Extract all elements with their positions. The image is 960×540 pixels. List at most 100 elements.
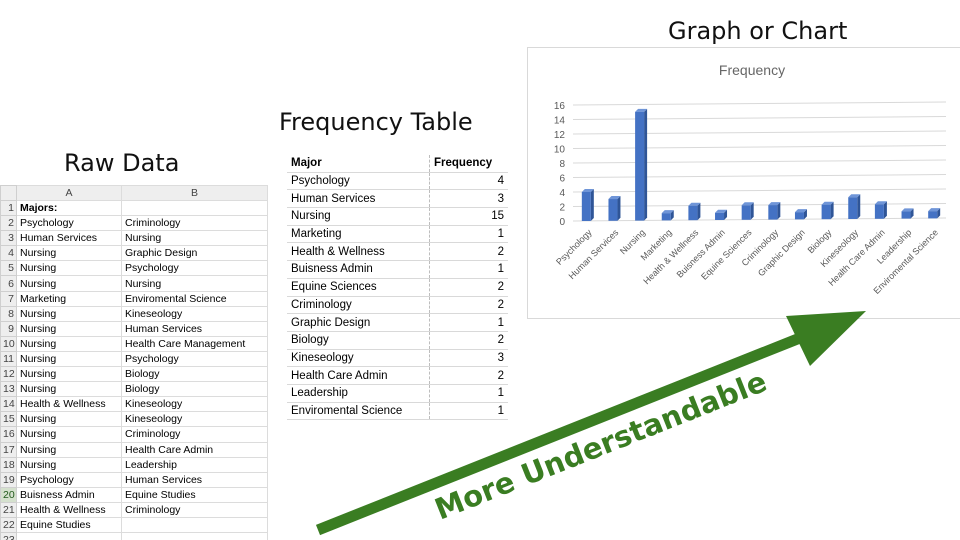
bar-top [768,202,781,206]
frequency-cell: 3 [429,189,508,209]
sheet-row: 8 Nursing Kineseology [0,305,268,322]
row-number[interactable]: 20 [0,486,17,503]
bar-top [848,194,861,198]
major-cell: Psychology [287,172,430,191]
row-number[interactable]: 4 [0,245,17,262]
row-number[interactable]: 13 [0,381,17,398]
major-cell: Graphic Design [287,313,430,332]
bar [874,204,884,219]
arrow-shaft [315,326,818,536]
cell-a[interactable]: Psychology [16,471,122,488]
cell-b[interactable] [121,532,268,540]
bar-top [928,208,941,212]
bar [715,212,725,220]
row-number[interactable]: 21 [0,501,17,518]
row-number[interactable]: 14 [0,396,17,413]
arrow-head [786,311,866,366]
y-tick-label: 2 [559,203,565,214]
raw-data-title: Raw Data [64,149,180,177]
cell-a[interactable]: Nursing [16,456,122,473]
frequency-table: Major Frequency Psychology 4 Human Service… [287,155,508,421]
major-cell: Buisness Admin [287,260,430,279]
major-cell: Biology [287,331,430,350]
frequency-cell: 2 [429,242,508,262]
row-number[interactable]: 11 [0,350,17,368]
sheet-row: 21 Health & Wellness Criminology [0,501,268,518]
bar-side [883,201,887,219]
cell-b[interactable]: Criminology [121,426,268,443]
cell-a[interactable]: Psychology [16,215,122,232]
bar [794,212,804,220]
frequency-cell: 2 [429,331,508,350]
frequency-cell: 1 [429,384,508,403]
sheet-row: 4 Nursing Graphic Design [0,245,268,262]
bar-top [688,202,701,206]
sheet-row: 14 Health & Wellness Kineseology [0,396,268,413]
frequency-row: Biology 2 [287,331,508,350]
bar-side [857,194,861,219]
cell-a[interactable]: Equine Studies [16,516,122,534]
cell-b[interactable]: Kineseology [121,411,268,428]
y-tick-label: 8 [559,159,565,170]
sheet-row: 5 Nursing Psychology [0,260,268,277]
cell-b[interactable]: Graphic Design [121,245,268,262]
major-cell: Enviromental Science [287,402,430,421]
bar [821,204,831,220]
cell-a[interactable]: Nursing [16,335,122,352]
frequency-cell: 1 [429,313,508,332]
cell-a[interactable]: Nursing [16,275,122,292]
cell-a[interactable]: Health & Wellness [16,501,122,518]
bar-top [661,210,674,214]
major-cell: Criminology [287,296,430,315]
cell-a[interactable]: Marketing [16,290,122,307]
bar-top [794,209,807,213]
cell-b[interactable]: Kineseology [121,396,268,413]
frequency-cell: 2 [429,366,508,385]
frequency-cell: 1 [429,402,508,421]
frequency-row: Graphic Design 1 [287,313,508,332]
major-cell: Kineseology [287,349,430,368]
frequency-row: Kineseology 3 [287,349,508,368]
cell-b[interactable]: Psychology [121,350,268,368]
row-number[interactable]: 3 [0,230,17,247]
y-tick-label: 6 [559,174,565,185]
raw-data-spreadsheet: A B 1 Majors: 2 Psychology Criminology 3 Human… [0,185,268,540]
bar-top [635,108,648,112]
cell-a[interactable]: Nursing [16,260,122,277]
frequency-row: Marketing 1 [287,225,508,244]
bar-side [777,202,781,220]
sheet-row: 16 Nursing Criminology [0,426,268,443]
y-tick-label: 0 [559,217,565,228]
chart-title: Frequency [719,62,785,78]
frequency-cell: 2 [429,296,508,315]
row-number[interactable]: 18 [0,456,17,473]
header-major: Major [287,155,430,173]
frequency-cell: 1 [429,225,508,244]
y-tick-label: 16 [554,101,566,112]
header-frequency: Frequency [429,155,508,173]
cell-a[interactable]: Nursing [16,245,122,262]
bar-side [830,201,834,220]
bar-side [937,208,941,219]
major-cell: Nursing [287,207,430,226]
bar [581,192,591,221]
y-tick-label: 12 [554,130,566,141]
frequency-row: Buisness Admin 1 [287,260,508,279]
row-number[interactable]: 8 [0,305,17,322]
row-number[interactable]: 5 [0,260,17,277]
cell-a[interactable]: Buisness Admin [16,486,122,503]
row-number[interactable]: 7 [0,290,17,307]
row-number[interactable]: 9 [0,320,17,337]
frequency-chart: Frequency 0 2 4 6 8 10 12 14 16 Psychology Human Se… [527,47,960,319]
frequency-row: Human Services 3 [287,189,508,209]
graph-chart-title: Graph or Chart [668,17,848,45]
bar [608,199,618,221]
bar-side [750,202,754,220]
bar-top [874,201,887,205]
bar [741,205,751,220]
bar-side [697,202,701,221]
sheet-row: 23 [0,532,268,540]
cell-b[interactable]: Criminology [121,501,268,518]
bar-top [608,196,621,200]
